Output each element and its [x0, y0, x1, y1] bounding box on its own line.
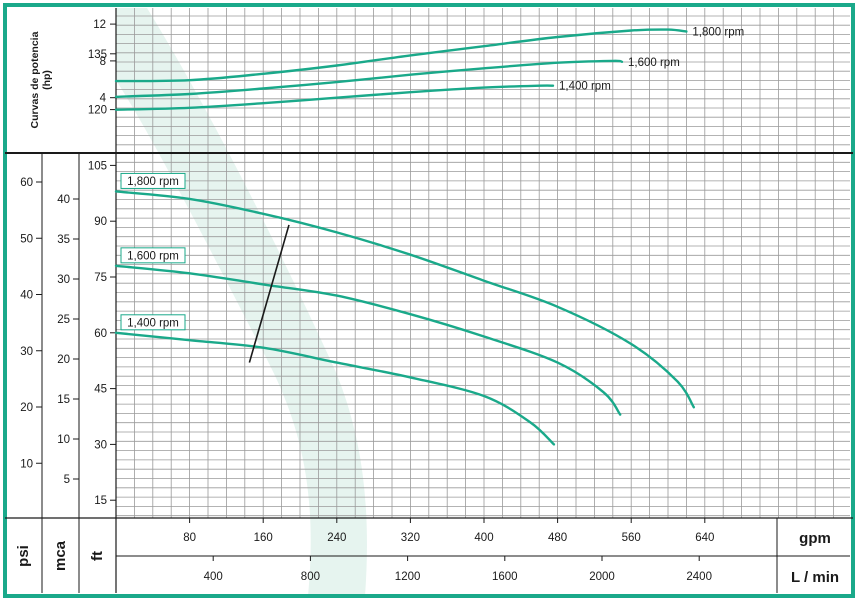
lpm-unit-label: L / min	[791, 569, 839, 586]
psi-tick-label: 20	[20, 402, 33, 414]
gpm-unit-label: gpm	[799, 530, 831, 547]
labels: 1,800 rpm 1,600 rpm 1,400 rpm 1,800 rpm 1,60…	[120, 26, 744, 331]
mca-tick-label: 30	[57, 274, 70, 286]
gpm-tick-label: 640	[695, 532, 714, 544]
head-curve-1	[114, 264, 622, 416]
lpm-tick-label: 400	[204, 571, 223, 583]
gpm-tick-label: 320	[401, 532, 420, 544]
power-curve-0	[114, 28, 688, 83]
series	[114, 28, 695, 446]
ft-tick-label: 105	[88, 160, 107, 172]
mca-tick-label: 15	[57, 394, 70, 406]
mca-unit-label: mca	[52, 540, 69, 571]
gpm-tick-label: 400	[474, 532, 493, 544]
ft-tick-label: 45	[94, 384, 107, 396]
gpm-tick-label: 240	[327, 532, 346, 544]
head-curve-label-0: 1,800 rpm	[120, 172, 186, 189]
power-axis-label-line-2: (hp)	[41, 70, 53, 90]
psi-tick-label: 40	[20, 290, 33, 302]
lpm-tick-label: 2400	[686, 571, 712, 583]
mca-tick-label: 20	[57, 354, 70, 366]
grid	[115, 8, 850, 518]
power-tick-label: 8	[100, 56, 106, 68]
mca-tick-label: 5	[64, 474, 70, 486]
head-curve-label-box-1	[120, 247, 186, 264]
mca-tick-label: 10	[57, 434, 70, 446]
mca-tick-label: 40	[57, 194, 70, 206]
head-curve-label-2: 1,400 rpm	[120, 314, 186, 331]
psi-tick-label: 10	[20, 458, 33, 470]
ft-tick-label: 60	[94, 328, 107, 340]
lpm-tick-label: 1200	[395, 571, 421, 583]
head-curve-label-1: 1,600 rpm	[120, 247, 186, 264]
mca-tick-label: 35	[57, 234, 70, 246]
power-curve-label-2: 1,400 rpm	[559, 81, 611, 93]
gpm-tick-label: 80	[183, 532, 196, 544]
axes: 4 8 12 10 20 30 40 50 60 5 10 15 20 25 30 35 40 15 30 45 60 7…	[3, 3, 855, 598]
efficiency-marker-line	[248, 224, 290, 363]
psi-tick-label: 30	[20, 346, 33, 358]
head-curve-2	[114, 331, 556, 446]
power-axis-label: Curvas de potencia(hp)	[29, 31, 53, 128]
lpm-tick-label: 2000	[589, 571, 615, 583]
power-curve-2	[114, 84, 555, 111]
outer-frame	[3, 3, 855, 598]
ft-unit-label: ft	[89, 551, 106, 561]
power-curve-label-0: 1,800 rpm	[692, 26, 744, 38]
ft-tick-label: 30	[94, 439, 107, 451]
lpm-tick-label: 800	[301, 571, 320, 583]
power-axis-label-line-1: Curvas de potencia	[29, 31, 41, 128]
psi-tick-label: 50	[20, 233, 33, 245]
power-curve-label-1: 1,600 rpm	[628, 57, 680, 69]
gpm-tick-label: 480	[548, 532, 567, 544]
ft-tick-label: 75	[94, 272, 107, 284]
gpm-tick-label: 160	[254, 532, 273, 544]
ft-tick-label: 90	[94, 216, 107, 228]
power-tick-label: 12	[93, 19, 106, 31]
head-curve-label-text-2: 1,400 rpm	[127, 317, 179, 329]
head-curve-label-text-1: 1,600 rpm	[127, 250, 179, 262]
gpm-tick-label: 560	[622, 532, 641, 544]
ft-tick-label: 15	[94, 495, 107, 507]
head-curve-label-text-0: 1,800 rpm	[127, 176, 179, 188]
psi-tick-label: 60	[20, 177, 33, 189]
mca-tick-label: 25	[57, 314, 70, 326]
psi-unit-label: psi	[15, 545, 32, 567]
power-tick-label: 4	[100, 93, 107, 105]
ft-tick-label: 135	[88, 49, 107, 61]
ft-tick-label: 120	[88, 105, 107, 117]
head-curve-label-box-0	[120, 172, 186, 189]
head-curve-0	[114, 190, 695, 409]
head-curve-label-box-2	[120, 314, 186, 331]
power-curve-1	[114, 59, 624, 98]
lpm-tick-label: 1600	[492, 571, 518, 583]
